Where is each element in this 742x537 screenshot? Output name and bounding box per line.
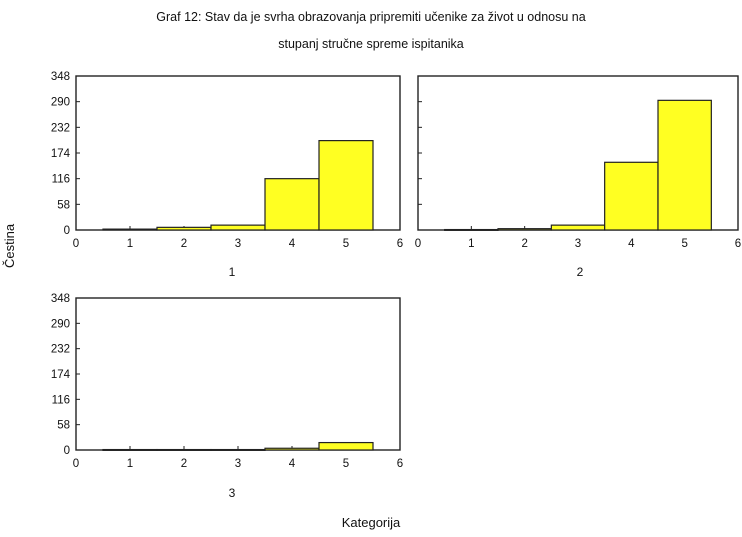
x-tick-label: 0: [73, 238, 79, 250]
y-tick-label: 58: [57, 199, 70, 211]
y-tick-label: 290: [51, 318, 70, 330]
panel-label: 1: [229, 265, 236, 279]
x-tick-label: 6: [397, 238, 403, 250]
x-axis-label: Kategorija: [0, 515, 742, 530]
y-tick-label: 174: [51, 369, 71, 381]
bar: [211, 225, 265, 230]
x-tick-label: 6: [735, 238, 741, 250]
bar: [157, 227, 211, 230]
x-tick-label: 3: [235, 238, 241, 250]
x-tick-label: 1: [127, 238, 133, 250]
y-tick-label: 232: [51, 344, 70, 356]
bar: [551, 225, 604, 230]
x-tick-label: 1: [468, 238, 474, 250]
y-tick-label: 232: [51, 122, 70, 134]
x-tick-label: 2: [521, 238, 527, 250]
x-tick-label: 2: [181, 238, 187, 250]
y-axis-label: Čestina: [2, 224, 17, 268]
bar: [211, 450, 265, 451]
y-tick-label: 116: [52, 394, 70, 406]
x-tick-label: 4: [289, 238, 296, 250]
x-tick-label: 4: [628, 238, 635, 250]
bar: [658, 100, 711, 230]
x-tick-label: 0: [73, 458, 79, 470]
x-tick-label: 5: [343, 238, 349, 250]
x-tick-label: 6: [397, 458, 403, 470]
x-tick-label: 1: [127, 458, 133, 470]
bar: [498, 229, 551, 230]
x-tick-label: 3: [575, 238, 581, 250]
panel-label: 3: [229, 486, 236, 500]
bar: [319, 443, 373, 450]
bar: [319, 141, 373, 230]
y-tick-label: 348: [51, 293, 70, 305]
bar: [157, 450, 211, 451]
x-tick-label: 3: [235, 458, 241, 470]
x-tick-label: 2: [181, 458, 187, 470]
bar: [265, 179, 319, 230]
panel-frame-3: [76, 298, 400, 450]
x-tick-label: 4: [289, 458, 296, 470]
bar: [103, 450, 157, 451]
x-tick-label: 5: [681, 238, 687, 250]
x-tick-label: 0: [415, 238, 421, 250]
bar: [265, 448, 319, 450]
bar: [445, 230, 498, 231]
y-tick-label: 174: [51, 148, 71, 160]
y-tick-label: 290: [51, 97, 70, 109]
y-tick-label: 116: [52, 174, 70, 186]
bar: [103, 229, 157, 230]
bar: [605, 162, 658, 230]
y-tick-label: 0: [64, 445, 70, 457]
y-tick-label: 0: [64, 225, 70, 237]
y-tick-label: 348: [51, 71, 70, 83]
x-tick-label: 5: [343, 458, 349, 470]
panel-label: 2: [577, 265, 584, 279]
y-tick-label: 58: [57, 420, 70, 432]
